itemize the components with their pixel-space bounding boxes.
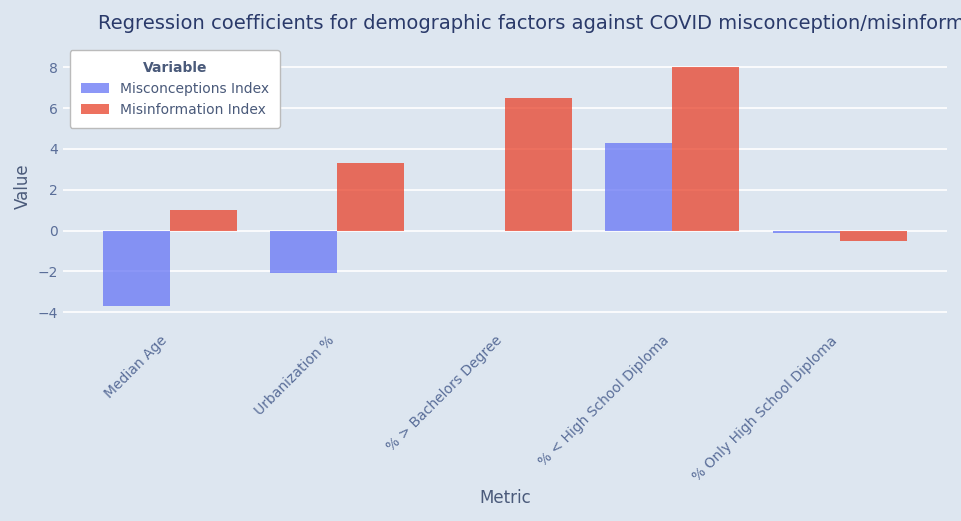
- Bar: [170, 210, 237, 231]
- Y-axis label: Value: Value: [13, 163, 32, 208]
- Bar: [270, 231, 337, 274]
- X-axis label: Metric: Metric: [479, 489, 530, 507]
- Bar: [773, 231, 840, 233]
- Bar: [505, 98, 572, 231]
- Bar: [840, 231, 907, 241]
- Bar: [605, 143, 673, 231]
- Text: Regression coefficients for demographic factors against COVID misconception/misi: Regression coefficients for demographic …: [98, 14, 961, 33]
- Bar: [337, 163, 405, 231]
- Bar: [673, 67, 739, 231]
- Bar: [103, 231, 170, 306]
- Legend: Misconceptions Index, Misinformation Index: Misconceptions Index, Misinformation Ind…: [69, 49, 280, 128]
